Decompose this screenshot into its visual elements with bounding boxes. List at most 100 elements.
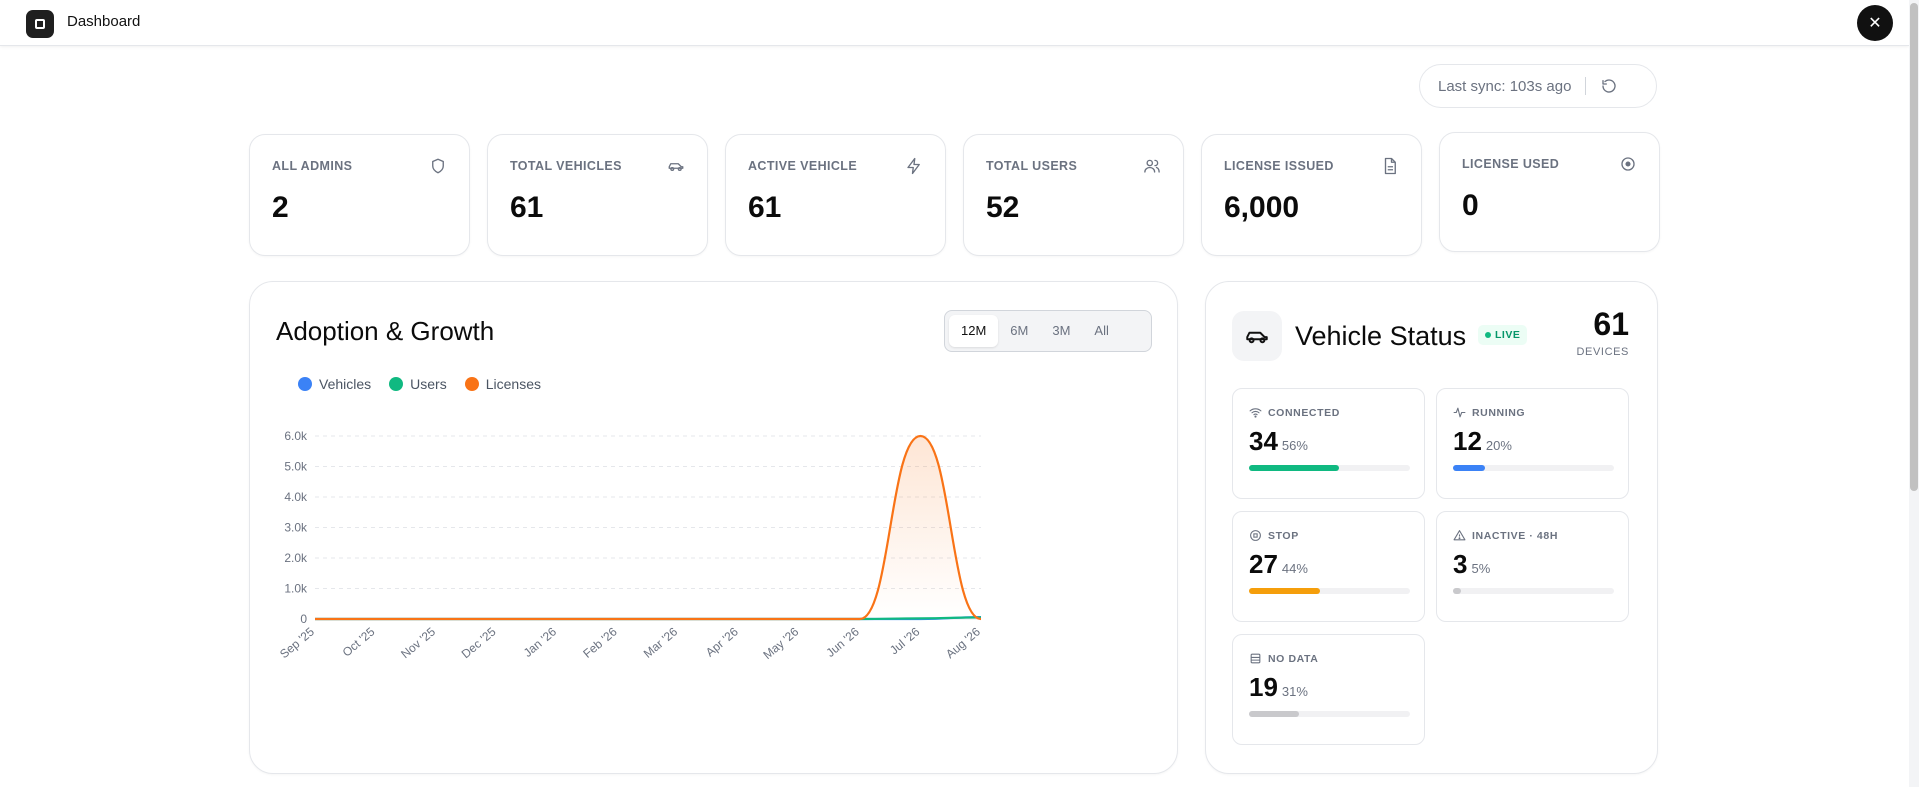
stat-label: TOTAL VEHICLES — [510, 159, 622, 173]
tile-percent: 31% — [1281, 684, 1308, 699]
status-tile-inactive[interactable]: INACTIVE · 48H 3 5% — [1436, 511, 1629, 622]
y-tick-label: 4.0k — [284, 490, 308, 504]
tile-percent: 56% — [1281, 438, 1308, 453]
legend-item-users[interactable]: Users — [389, 376, 447, 392]
x-tick-label: Oct '25 — [340, 624, 378, 659]
tile-label: RUNNING — [1472, 406, 1526, 419]
chart-title: Adoption & Growth — [276, 316, 495, 346]
tile-value: 19 — [1249, 672, 1278, 702]
y-tick-label: 0 — [300, 612, 307, 626]
tile-progress-track — [1453, 465, 1614, 471]
device-count: 61 — [1593, 306, 1629, 342]
wifi-icon — [1249, 408, 1262, 418]
legend-label: Users — [410, 376, 447, 392]
tile-value-row: 3 5% — [1453, 549, 1490, 580]
tile-value: 12 — [1453, 426, 1482, 456]
tile-label: CONNECTED — [1268, 406, 1340, 419]
last-sync-text: Last sync: 103s ago — [1438, 77, 1572, 95]
x-tick-label: Apr '26 — [703, 624, 741, 659]
target-icon — [1621, 157, 1635, 171]
stat-card-all-admins: ALL ADMINS 2 — [249, 134, 470, 256]
x-tick-label: Sep '25 — [277, 624, 317, 661]
database-icon — [1250, 653, 1261, 664]
live-dot-icon — [1485, 332, 1491, 338]
tile-progress-track — [1249, 465, 1410, 471]
tile-value: 34 — [1249, 426, 1278, 456]
y-tick-label: 1.0k — [284, 582, 308, 596]
tile-percent: 44% — [1281, 561, 1308, 576]
x-tick-label: Feb '26 — [580, 624, 620, 660]
close-button[interactable]: ✕ — [1857, 5, 1893, 41]
stop-circle-icon — [1250, 530, 1261, 541]
x-tick-label: Nov '25 — [398, 624, 438, 661]
adoption-line-chart: 0 1.0k 2.0k 3.0k 4.0k 5.0k 6.0k Sep '25 Oct '25 N… — [277, 429, 983, 662]
x-tick-label: Mar '26 — [641, 624, 681, 660]
x-tick-label: Jan '26 — [521, 624, 560, 660]
stat-label: TOTAL USERS — [986, 159, 1078, 173]
stat-value: 6,000 — [1224, 191, 1300, 224]
status-tile-connected[interactable]: CONNECTED 34 56% — [1232, 388, 1425, 499]
top-bar: Dashboard ✕ — [0, 0, 1909, 46]
x-tick-label: Jul '26 — [887, 624, 923, 657]
stat-card-total-vehicles: TOTAL VEHICLES 61 — [487, 134, 708, 256]
legend-item-licenses[interactable]: Licenses — [464, 376, 541, 392]
tile-progress-track — [1453, 588, 1614, 594]
stat-card-active-vehicle: ACTIVE VEHICLE 61 — [725, 134, 946, 256]
legend-item-vehicles[interactable]: Vehicles — [298, 376, 371, 392]
stat-card-license-used: LICENSE USED 0 — [1439, 132, 1660, 252]
vehicle-status-title: Vehicle Status — [1295, 321, 1467, 351]
tile-value: 27 — [1249, 549, 1278, 579]
series-area-licenses — [315, 436, 981, 619]
legend-dot — [298, 377, 312, 391]
refresh-icon — [1602, 79, 1617, 93]
tile-progress-fill — [1249, 465, 1340, 471]
stat-card-license-issued: LICENSE ISSUED 6,000 — [1201, 134, 1422, 256]
status-tile-stop[interactable]: STOP 27 44% — [1232, 511, 1425, 622]
stat-value: 52 — [986, 191, 1020, 224]
y-tick-label: 3.0k — [284, 521, 308, 535]
activity-icon — [1453, 407, 1466, 418]
warning-icon — [1453, 530, 1466, 541]
tile-value-row: 12 20% — [1453, 426, 1512, 457]
close-icon: ✕ — [1868, 15, 1882, 32]
tile-value-row: 27 44% — [1249, 549, 1308, 580]
tile-value: 3 — [1453, 549, 1468, 579]
live-label: LIVE — [1495, 329, 1521, 341]
car-icon — [1246, 331, 1268, 344]
range-option-6m[interactable]: 6M — [1010, 323, 1029, 338]
tile-progress-fill — [1249, 588, 1320, 594]
lightning-icon — [907, 157, 920, 175]
tile-value-row: 34 56% — [1249, 426, 1308, 457]
y-tick-label: 2.0k — [284, 551, 308, 565]
tile-progress-fill — [1453, 465, 1486, 471]
stat-value: 61 — [510, 191, 544, 224]
legend-label: Licenses — [485, 376, 541, 392]
live-badge: LIVE — [1478, 325, 1528, 345]
stat-label: ALL ADMINS — [272, 159, 353, 173]
x-tick-label: Aug '26 — [943, 624, 983, 661]
stat-card-total-users: TOTAL USERS 52 — [963, 134, 1184, 256]
legend-label: Vehicles — [319, 376, 372, 392]
range-option-3m[interactable]: 3M — [1052, 323, 1071, 338]
range-option-12m[interactable]: 12M — [949, 315, 999, 347]
status-tile-running[interactable]: RUNNING 12 20% — [1436, 388, 1629, 499]
stat-value: 2 — [272, 191, 289, 224]
x-tick-label: May '26 — [760, 624, 801, 662]
tile-label: STOP — [1268, 529, 1299, 542]
tile-percent: 20% — [1485, 438, 1512, 453]
tile-header: CONNECTED — [1249, 406, 1340, 419]
refresh-button[interactable] — [1600, 77, 1618, 95]
stat-value: 61 — [748, 191, 782, 224]
range-option-all[interactable]: All — [1094, 323, 1109, 338]
chart-legend: Vehicles Users Licenses — [298, 376, 541, 392]
series-line-licenses — [314, 434, 982, 621]
legend-dot — [464, 377, 479, 391]
users-icon — [1144, 159, 1160, 173]
stat-label: LICENSE ISSUED — [1224, 159, 1334, 173]
shield-icon — [432, 158, 444, 174]
car-icon — [668, 163, 684, 172]
status-tile-no-data[interactable]: NO DATA 19 31% — [1232, 634, 1425, 745]
adoption-growth-card: Adoption & Growth 12M 6M 3M All Vehicles… — [249, 281, 1178, 774]
scrollbar-thumb[interactable] — [1910, 3, 1918, 491]
tile-progress-track — [1249, 711, 1410, 717]
